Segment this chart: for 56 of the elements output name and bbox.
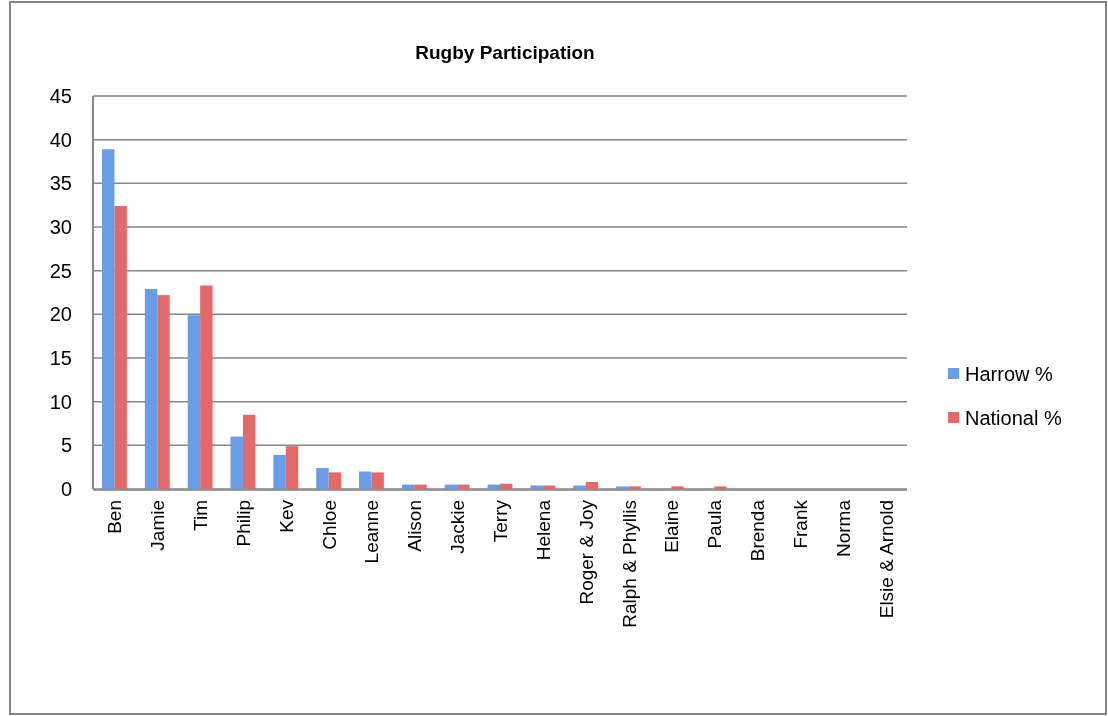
x-tick-label: Brenda	[747, 499, 769, 562]
x-tick-label: Tim	[190, 500, 212, 531]
bar	[230, 436, 243, 489]
bar	[242, 414, 256, 489]
x-tick-label: Chloe	[318, 500, 340, 550]
legend-label: National %	[965, 407, 1062, 429]
chart-title: Rugby Participation	[415, 42, 595, 63]
bar	[102, 149, 115, 489]
bar	[671, 486, 684, 489]
bar	[273, 454, 286, 489]
x-tick-label: Elsie & Arnold	[875, 500, 897, 619]
y-tick-label: 40	[49, 128, 72, 151]
bar	[359, 471, 372, 489]
y-tick-label: 25	[49, 259, 72, 282]
y-tick-label: 0	[60, 478, 72, 500]
bar	[714, 486, 727, 489]
x-tick-label: Terry	[490, 499, 511, 543]
x-tick-label: Norma	[832, 499, 854, 558]
bar	[500, 483, 513, 489]
y-tick-label: 45	[49, 85, 72, 107]
x-tick-label: Kev	[275, 499, 297, 533]
y-tick-label: 30	[49, 216, 72, 238]
x-tick-label: Philip	[232, 500, 254, 547]
bar	[144, 289, 158, 489]
x-tick-label: Alison	[404, 500, 426, 552]
bar	[114, 206, 127, 489]
bar	[573, 485, 586, 489]
bar	[414, 484, 427, 489]
y-tick-label: 10	[49, 390, 72, 413]
x-tick-label: Leanne	[361, 500, 383, 564]
x-tick-label: Frank	[789, 499, 811, 549]
x-tick-label: Roger & Joy	[575, 499, 597, 605]
x-tick-label: Jackie	[447, 500, 469, 554]
bar	[585, 482, 599, 489]
x-tick-label: Ralph & Phyllis	[618, 500, 640, 628]
bar	[371, 472, 384, 489]
bar	[187, 315, 201, 489]
x-tick-label: Paula	[704, 499, 726, 549]
y-tick-label: 5	[60, 434, 72, 457]
bar	[530, 485, 543, 489]
x-tick-label: Helena	[532, 499, 554, 561]
bar	[457, 484, 470, 489]
x-tick-label: Jamie	[147, 500, 169, 551]
y-tick-label: 20	[49, 303, 72, 326]
y-tick-label: 35	[49, 172, 72, 195]
x-tick-label: Elaine	[661, 500, 683, 553]
bar	[157, 295, 170, 489]
x-tick-label: Ben	[104, 500, 126, 534]
bar	[616, 486, 629, 489]
bar	[200, 285, 213, 489]
bar	[316, 468, 329, 489]
y-tick-label: 15	[49, 347, 72, 369]
legend-label: Harrow %	[965, 363, 1054, 385]
bar	[628, 486, 641, 489]
bar	[285, 446, 299, 489]
bar	[328, 472, 342, 489]
